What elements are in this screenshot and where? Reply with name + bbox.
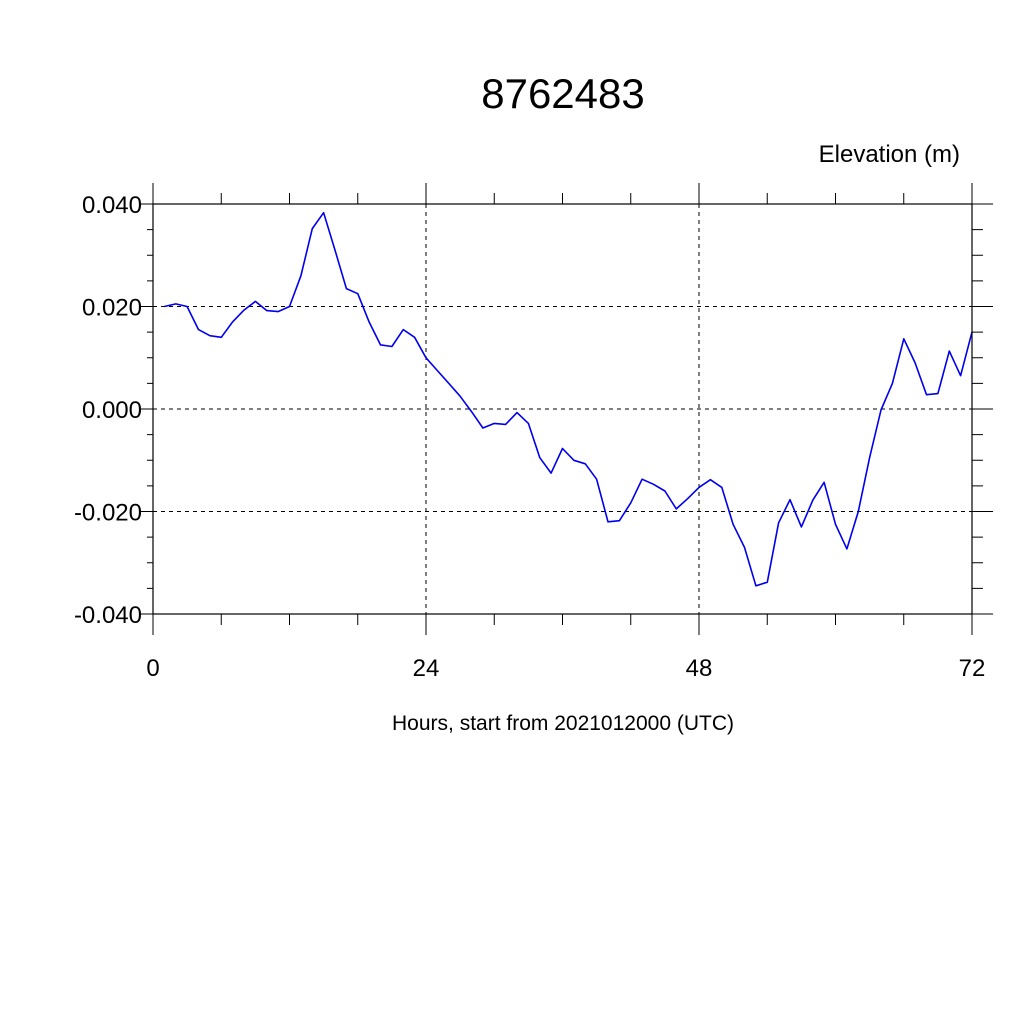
plot-frame	[152, 203, 973, 615]
elevation-series-line	[164, 211, 973, 587]
series-layer	[164, 211, 973, 587]
y-tick-label: -0.020	[74, 500, 142, 527]
y-tick-label: 0.020	[82, 295, 142, 322]
x-tick-label: 72	[959, 655, 986, 682]
x-axis-label: Hours, start from 2021012000 (UTC)	[392, 712, 734, 735]
units-label: Elevation (m)	[819, 141, 960, 168]
chart-title: 8762483	[481, 70, 645, 117]
grid-lines	[152, 203, 973, 615]
y-tick-label: 0.040	[82, 192, 142, 219]
y-tick-label: -0.040	[74, 602, 142, 629]
axis-ticks	[140, 183, 993, 635]
x-tick-label: 0	[146, 655, 159, 682]
x-tick-label: 48	[686, 655, 713, 682]
y-tick-label: 0.000	[82, 397, 142, 424]
tick-labels: -0.040 -0.020 0.000 0.020 0.040 0 24 48 72	[74, 192, 985, 682]
x-tick-label: 24	[413, 655, 440, 682]
